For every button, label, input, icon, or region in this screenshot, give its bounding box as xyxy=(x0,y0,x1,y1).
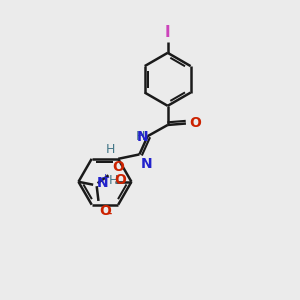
Text: -: - xyxy=(107,206,112,220)
Text: N: N xyxy=(141,157,152,171)
Text: N: N xyxy=(97,176,108,190)
Text: +: + xyxy=(101,173,110,183)
Text: H: H xyxy=(105,143,115,156)
Text: H: H xyxy=(109,174,118,187)
Text: O: O xyxy=(112,160,124,174)
Text: O: O xyxy=(190,116,202,130)
Text: N: N xyxy=(137,130,149,144)
Text: H: H xyxy=(136,130,145,143)
Text: O: O xyxy=(114,173,126,187)
Text: O: O xyxy=(99,205,111,218)
Text: I: I xyxy=(165,26,170,40)
